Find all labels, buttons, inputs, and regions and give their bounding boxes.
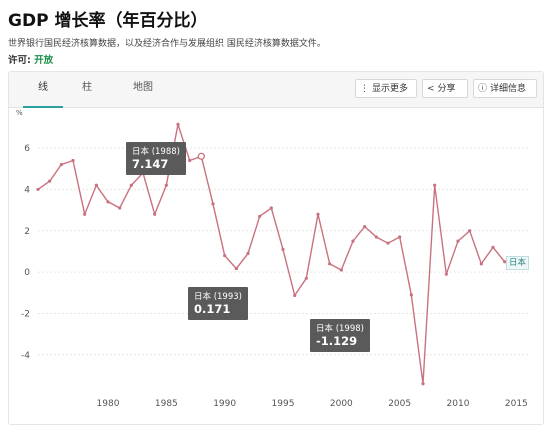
data-point	[479, 262, 483, 266]
data-point	[129, 183, 133, 187]
data-point	[409, 293, 413, 297]
y-tick-label: 0	[24, 268, 30, 278]
data-point	[316, 212, 320, 216]
license-line: 许可: 开放	[8, 52, 53, 66]
data-point	[176, 122, 180, 126]
tab-bar[interactable]: 柱	[82, 82, 92, 93]
data-point	[433, 183, 437, 187]
data-point	[211, 202, 215, 206]
data-point	[468, 229, 472, 233]
tooltip-1998: 日本 (1998) -1.129	[310, 319, 370, 352]
tooltip-value: 7.147	[132, 157, 169, 171]
chart-tab-bar: 线 柱 地图 ⋮ 显示更多 < 分享 ⓘ 详细信息	[9, 72, 543, 108]
vertical-dots-icon: ⋮	[360, 84, 369, 94]
data-point	[48, 179, 52, 183]
data-point	[281, 247, 285, 251]
show-more-button[interactable]: ⋮ 显示更多	[355, 79, 417, 98]
y-unit-label: %	[16, 109, 23, 117]
data-point	[339, 268, 343, 272]
data-point	[153, 212, 157, 216]
share-icon: <	[427, 84, 435, 94]
page-title: GDP 增长率（年百分比）	[8, 11, 208, 31]
data-point	[118, 206, 122, 210]
x-tick-label: 1990	[213, 399, 236, 409]
details-button[interactable]: ⓘ 详细信息	[473, 79, 537, 98]
share-label: 分享	[437, 84, 456, 94]
data-point	[491, 245, 495, 249]
y-tick-label: -2	[21, 309, 30, 319]
x-tick-label: 2000	[330, 399, 353, 409]
data-point	[36, 187, 40, 192]
y-tick-label: 4	[24, 185, 30, 195]
tooltip-1988: 日本 (1988) 7.147	[126, 142, 186, 175]
tooltip-value: 0.171	[194, 302, 231, 316]
data-point	[351, 239, 355, 243]
data-point	[258, 214, 262, 218]
data-point	[398, 235, 402, 239]
data-point	[374, 235, 378, 239]
data-point	[328, 262, 332, 266]
data-point	[246, 251, 250, 256]
x-tick-label: 1995	[272, 399, 295, 409]
data-point	[59, 163, 63, 167]
tooltip-series-year: 日本 (1998)	[316, 324, 364, 334]
tab-line[interactable]: 线	[23, 72, 63, 108]
share-button[interactable]: < 分享	[422, 79, 468, 98]
y-tick-label: 2	[24, 227, 30, 237]
highlight-point-1988	[197, 152, 205, 160]
data-point	[188, 158, 192, 163]
data-point	[164, 183, 168, 187]
tooltip-series-year: 日本 (1988)	[132, 147, 180, 157]
data-point	[234, 266, 238, 271]
series-line-japan	[37, 124, 517, 384]
x-tick-label: 2015	[505, 399, 528, 409]
data-point	[94, 183, 98, 187]
y-tick-label: 6	[24, 144, 30, 154]
data-source-description: 世界银行国民经济核算数据，以及经济合作与发展组织 国民经济核算数据文件。	[8, 39, 326, 49]
x-tick-label: 2005	[388, 399, 411, 409]
series-end-label: 日本	[506, 256, 530, 270]
license-label: 许可:	[8, 55, 31, 66]
chart-panel: 线 柱 地图 ⋮ 显示更多 < 分享 ⓘ 详细信息	[8, 71, 544, 425]
show-more-label: 显示更多	[372, 84, 409, 94]
data-point	[269, 206, 273, 210]
data-point	[421, 382, 425, 386]
x-tick-label: 1980	[97, 399, 120, 409]
x-tick-label: 1985	[155, 399, 178, 409]
data-point	[106, 200, 110, 204]
details-label: 详细信息	[490, 84, 527, 94]
data-point	[503, 260, 507, 264]
data-point	[71, 158, 75, 163]
license-open-link[interactable]: 开放	[34, 55, 54, 66]
x-tick-label: 2010	[447, 399, 470, 409]
data-point	[293, 293, 297, 298]
tooltip-value: -1.129	[316, 334, 358, 348]
tooltip-1993: 日本 (1993) 0.171	[188, 287, 248, 320]
data-point	[386, 241, 390, 245]
data-point	[304, 276, 308, 280]
tooltip-series-year: 日本 (1993)	[194, 292, 242, 302]
data-point	[83, 212, 87, 216]
data-point	[444, 272, 448, 276]
data-point	[363, 225, 367, 229]
y-tick-label: -4	[21, 351, 30, 361]
info-icon: ⓘ	[478, 84, 488, 94]
data-point	[223, 253, 227, 258]
tab-map[interactable]: 地图	[133, 82, 153, 93]
data-point	[456, 239, 460, 243]
